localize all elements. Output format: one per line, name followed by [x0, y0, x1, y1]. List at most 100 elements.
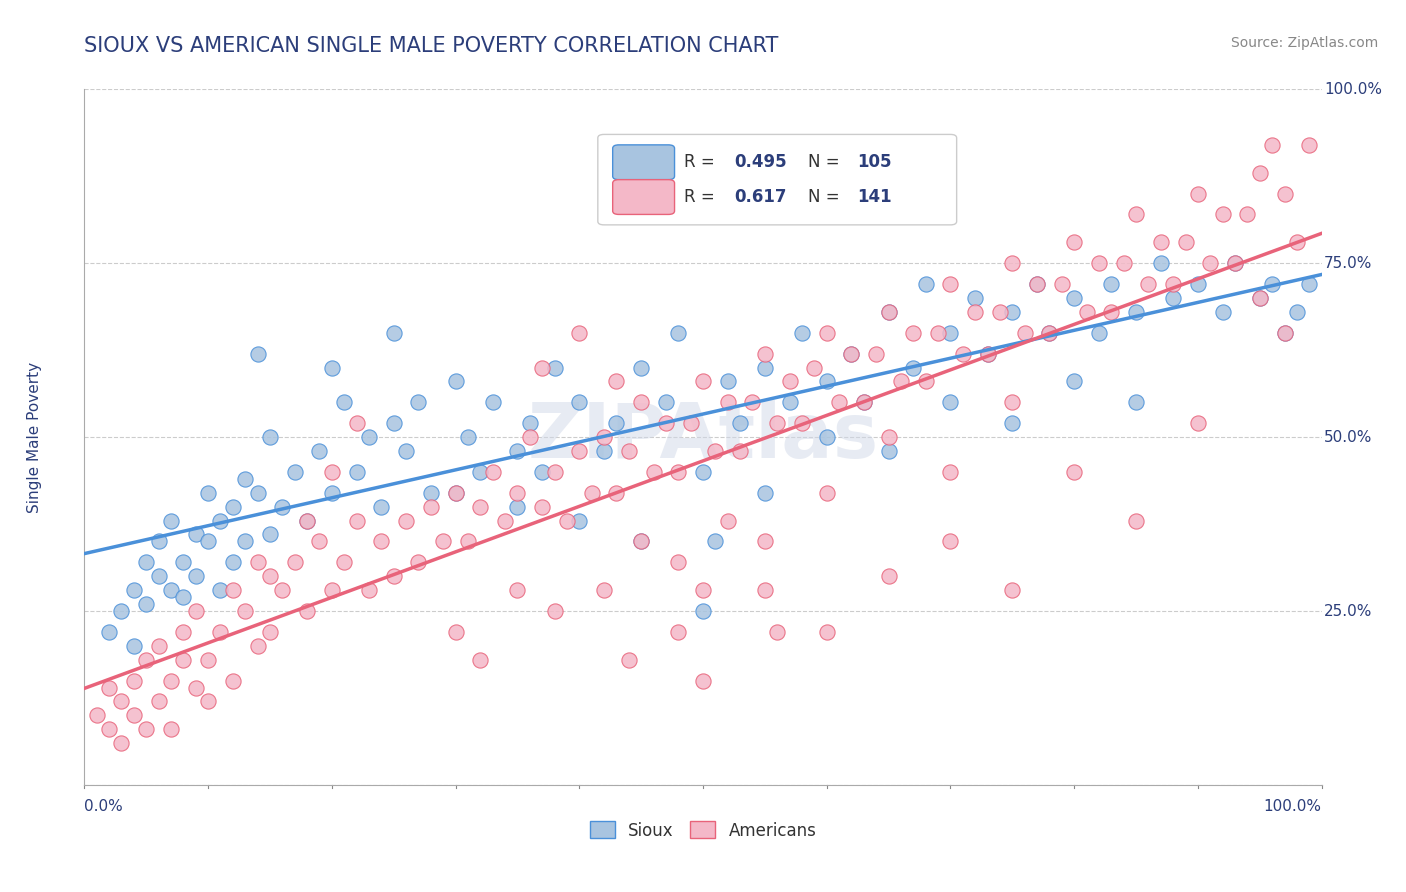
Point	[877, 305, 900, 319]
Point	[271, 500, 294, 514]
Point	[408, 395, 430, 409]
Point	[965, 305, 987, 319]
Point	[98, 723, 121, 737]
Point	[1285, 235, 1308, 250]
Point	[148, 569, 170, 583]
Point	[939, 395, 962, 409]
Point	[246, 346, 269, 360]
Point	[976, 346, 998, 360]
Point	[1112, 256, 1135, 270]
Point	[914, 277, 936, 291]
Point	[122, 673, 145, 688]
Point	[803, 360, 825, 375]
Point	[395, 444, 418, 458]
Point	[432, 534, 454, 549]
Point	[197, 534, 219, 549]
Point	[605, 375, 627, 389]
Point	[259, 569, 281, 583]
Point	[295, 604, 318, 618]
Point	[852, 395, 875, 409]
Point	[172, 624, 194, 639]
FancyBboxPatch shape	[613, 179, 675, 214]
Text: R =: R =	[685, 188, 720, 206]
Point	[965, 291, 987, 305]
Point	[1249, 166, 1271, 180]
Point	[1026, 277, 1049, 291]
Point	[444, 624, 467, 639]
Point	[86, 708, 108, 723]
Point	[1001, 395, 1024, 409]
Point	[1187, 416, 1209, 430]
Point	[135, 723, 157, 737]
Point	[692, 375, 714, 389]
Point	[754, 360, 776, 375]
Point	[1125, 305, 1147, 319]
Point	[197, 653, 219, 667]
Point	[1285, 305, 1308, 319]
Point	[259, 527, 281, 541]
Point	[815, 326, 838, 340]
Point	[531, 360, 554, 375]
Point	[382, 569, 405, 583]
Point	[357, 430, 380, 444]
Point	[1298, 277, 1320, 291]
Point	[222, 500, 245, 514]
Point	[246, 555, 269, 569]
Point	[531, 500, 554, 514]
Point	[666, 465, 689, 479]
Point	[1137, 277, 1160, 291]
Point	[333, 555, 356, 569]
Point	[321, 485, 343, 500]
Point	[976, 346, 998, 360]
Point	[890, 375, 912, 389]
Point	[779, 375, 801, 389]
Point	[295, 514, 318, 528]
Point	[346, 514, 368, 528]
Point	[728, 416, 751, 430]
Point	[939, 465, 962, 479]
Point	[184, 681, 207, 695]
Point	[1063, 291, 1085, 305]
Point	[148, 694, 170, 708]
Point	[370, 534, 392, 549]
Point	[122, 583, 145, 598]
Point	[197, 694, 219, 708]
Point	[1223, 256, 1246, 270]
Point	[333, 395, 356, 409]
Point	[939, 326, 962, 340]
Point	[98, 681, 121, 695]
Point	[1161, 291, 1184, 305]
Point	[444, 375, 467, 389]
Point	[1099, 305, 1122, 319]
Text: 105: 105	[858, 153, 893, 171]
Point	[506, 485, 529, 500]
Point	[692, 673, 714, 688]
Point	[754, 346, 776, 360]
Point	[1274, 186, 1296, 201]
Text: N =: N =	[808, 188, 845, 206]
Text: 141: 141	[858, 188, 893, 206]
Point	[543, 604, 565, 618]
Point	[1187, 186, 1209, 201]
Text: Single Male Poverty: Single Male Poverty	[27, 361, 42, 513]
Point	[939, 277, 962, 291]
Point	[308, 534, 330, 549]
Point	[1038, 326, 1060, 340]
Point	[655, 395, 678, 409]
Point	[704, 534, 727, 549]
Point	[877, 444, 900, 458]
Point	[914, 375, 936, 389]
Point	[630, 534, 652, 549]
Point	[457, 430, 479, 444]
Point	[1261, 277, 1284, 291]
Point	[754, 485, 776, 500]
Point	[160, 583, 183, 598]
Point	[160, 723, 183, 737]
Text: 25.0%: 25.0%	[1324, 604, 1372, 618]
Point	[98, 624, 121, 639]
Text: N =: N =	[808, 153, 845, 171]
Point	[630, 534, 652, 549]
Point	[1274, 326, 1296, 340]
Point	[779, 395, 801, 409]
Point	[233, 534, 256, 549]
